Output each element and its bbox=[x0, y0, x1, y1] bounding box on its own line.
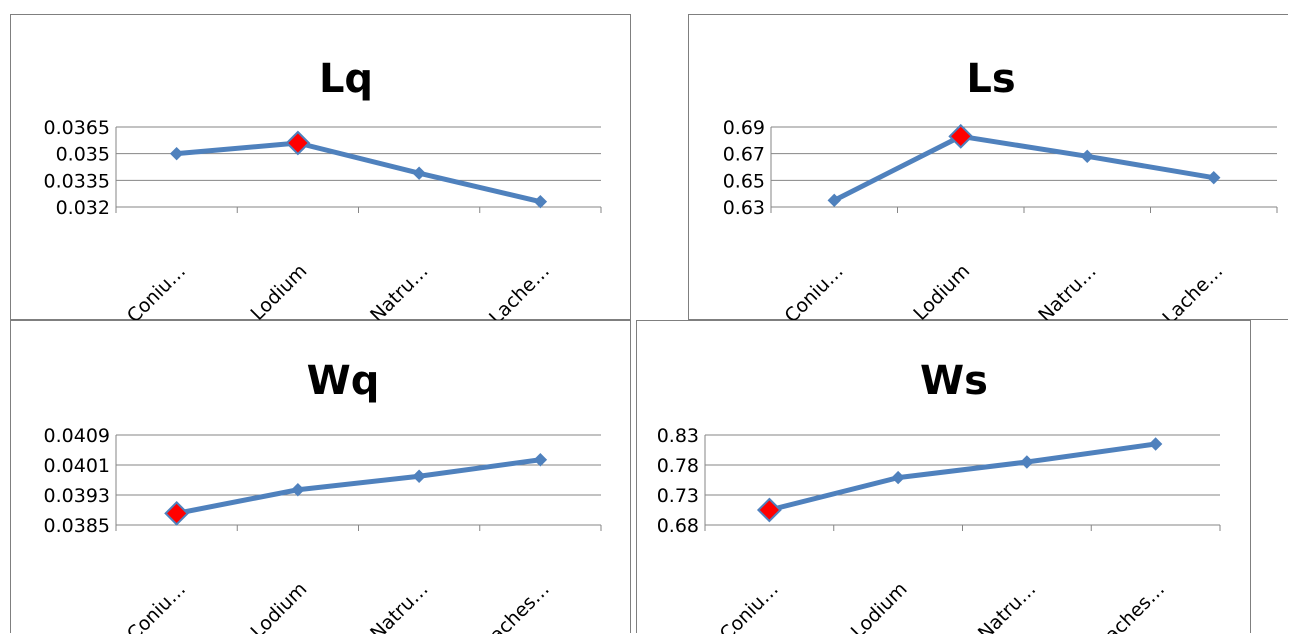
series-line bbox=[174, 140, 543, 205]
y-tick-label: 0.69 bbox=[723, 117, 765, 139]
lq-chart: Lq 0.0365 0.035 0.0335 0.032 Coniu… Lodium Nat… bbox=[44, 56, 602, 329]
y-tick-label: 0.035 bbox=[56, 144, 110, 166]
y-tick-label: 0.78 bbox=[657, 455, 699, 477]
data-point bbox=[291, 483, 305, 497]
chart-title: Lq bbox=[319, 56, 373, 102]
data-point bbox=[533, 453, 548, 467]
x-tick-label: Natru… bbox=[1034, 260, 1101, 327]
x-tick-label: Laches… bbox=[478, 578, 554, 634]
ws-chart: Ws 0.83 0.78 0.73 0.68 Coniu… Lodium Natru… Lac… bbox=[657, 358, 1221, 634]
series-line bbox=[831, 133, 1217, 203]
x-tick-label: Lache… bbox=[1158, 260, 1227, 329]
y-tick-label: 0.67 bbox=[723, 144, 765, 166]
series-line bbox=[174, 457, 543, 516]
data-point bbox=[1148, 437, 1163, 451]
y-tick-label: 0.0335 bbox=[44, 170, 110, 192]
highlight-point bbox=[948, 123, 974, 149]
chart-panel-ws: Ws 0.83 0.78 0.73 0.68 Coniu… Lodium Natru… Lac… bbox=[636, 320, 1251, 634]
x-tick-label: Natru… bbox=[974, 578, 1041, 634]
x-tick-label: Coniu… bbox=[780, 260, 847, 327]
data-point bbox=[1020, 455, 1034, 469]
y-tick-label: 0.032 bbox=[56, 197, 110, 219]
data-point bbox=[412, 166, 426, 180]
x-tick-label: Laches… bbox=[1093, 578, 1169, 634]
x-tick-label: Lodium bbox=[847, 578, 912, 634]
highlight-point bbox=[285, 130, 311, 156]
chart-panel-ls: Ls 0.69 0.67 0.65 0.63 Coniu… Lodium Natru… Lac… bbox=[688, 14, 1288, 329]
chart-title: Ls bbox=[966, 56, 1015, 102]
x-tick-label: Lodium bbox=[909, 260, 974, 325]
chart-panel-lq: Lq 0.0365 0.035 0.0335 0.032 Coniu… Lodium Nat… bbox=[10, 14, 631, 329]
x-tick-label: Natru… bbox=[366, 260, 433, 327]
y-tick-label: 0.0365 bbox=[44, 117, 110, 139]
x-tick-label: Lache… bbox=[485, 260, 554, 329]
series-line bbox=[766, 441, 1159, 513]
x-tick-label: Coniu… bbox=[123, 578, 190, 634]
data-point bbox=[1080, 149, 1094, 164]
y-tick-label: 0.0401 bbox=[44, 455, 110, 477]
x-tick-label: Lodium bbox=[247, 578, 312, 634]
chart-panel-wq: Wq 0.0409 0.0401 0.0393 0.0385 Coniu… Lodium N… bbox=[10, 320, 631, 634]
wq-chart: Wq 0.0409 0.0401 0.0393 0.0385 Coniu… Lodium N… bbox=[44, 358, 602, 634]
data-point bbox=[533, 194, 548, 209]
y-tick-label: 0.0385 bbox=[44, 515, 110, 537]
y-tick-label: 0.63 bbox=[723, 197, 765, 219]
x-tick-label: Coniu… bbox=[716, 578, 783, 634]
data-point bbox=[827, 193, 841, 208]
ls-chart: Ls 0.69 0.67 0.65 0.63 Coniu… Lodium Natru… Lac… bbox=[723, 56, 1278, 329]
x-tick-label: Lodium bbox=[247, 260, 312, 325]
x-tick-label: Natru… bbox=[366, 578, 433, 634]
highlight-point bbox=[756, 497, 782, 523]
y-tick-label: 0.65 bbox=[723, 170, 765, 192]
y-tick-label: 0.0393 bbox=[44, 485, 110, 507]
x-tick-label: Coniu… bbox=[123, 260, 190, 327]
data-point bbox=[1207, 170, 1221, 185]
data-point bbox=[891, 470, 905, 485]
y-tick-label: 0.68 bbox=[657, 515, 699, 537]
data-point bbox=[412, 469, 426, 483]
chart-title: Wq bbox=[307, 358, 380, 404]
chart-title: Ws bbox=[920, 358, 988, 404]
highlight-point bbox=[164, 500, 190, 526]
y-tick-label: 0.83 bbox=[657, 425, 699, 447]
y-tick-label: 0.0409 bbox=[44, 425, 110, 447]
data-point bbox=[169, 146, 184, 161]
y-tick-label: 0.73 bbox=[657, 485, 699, 507]
